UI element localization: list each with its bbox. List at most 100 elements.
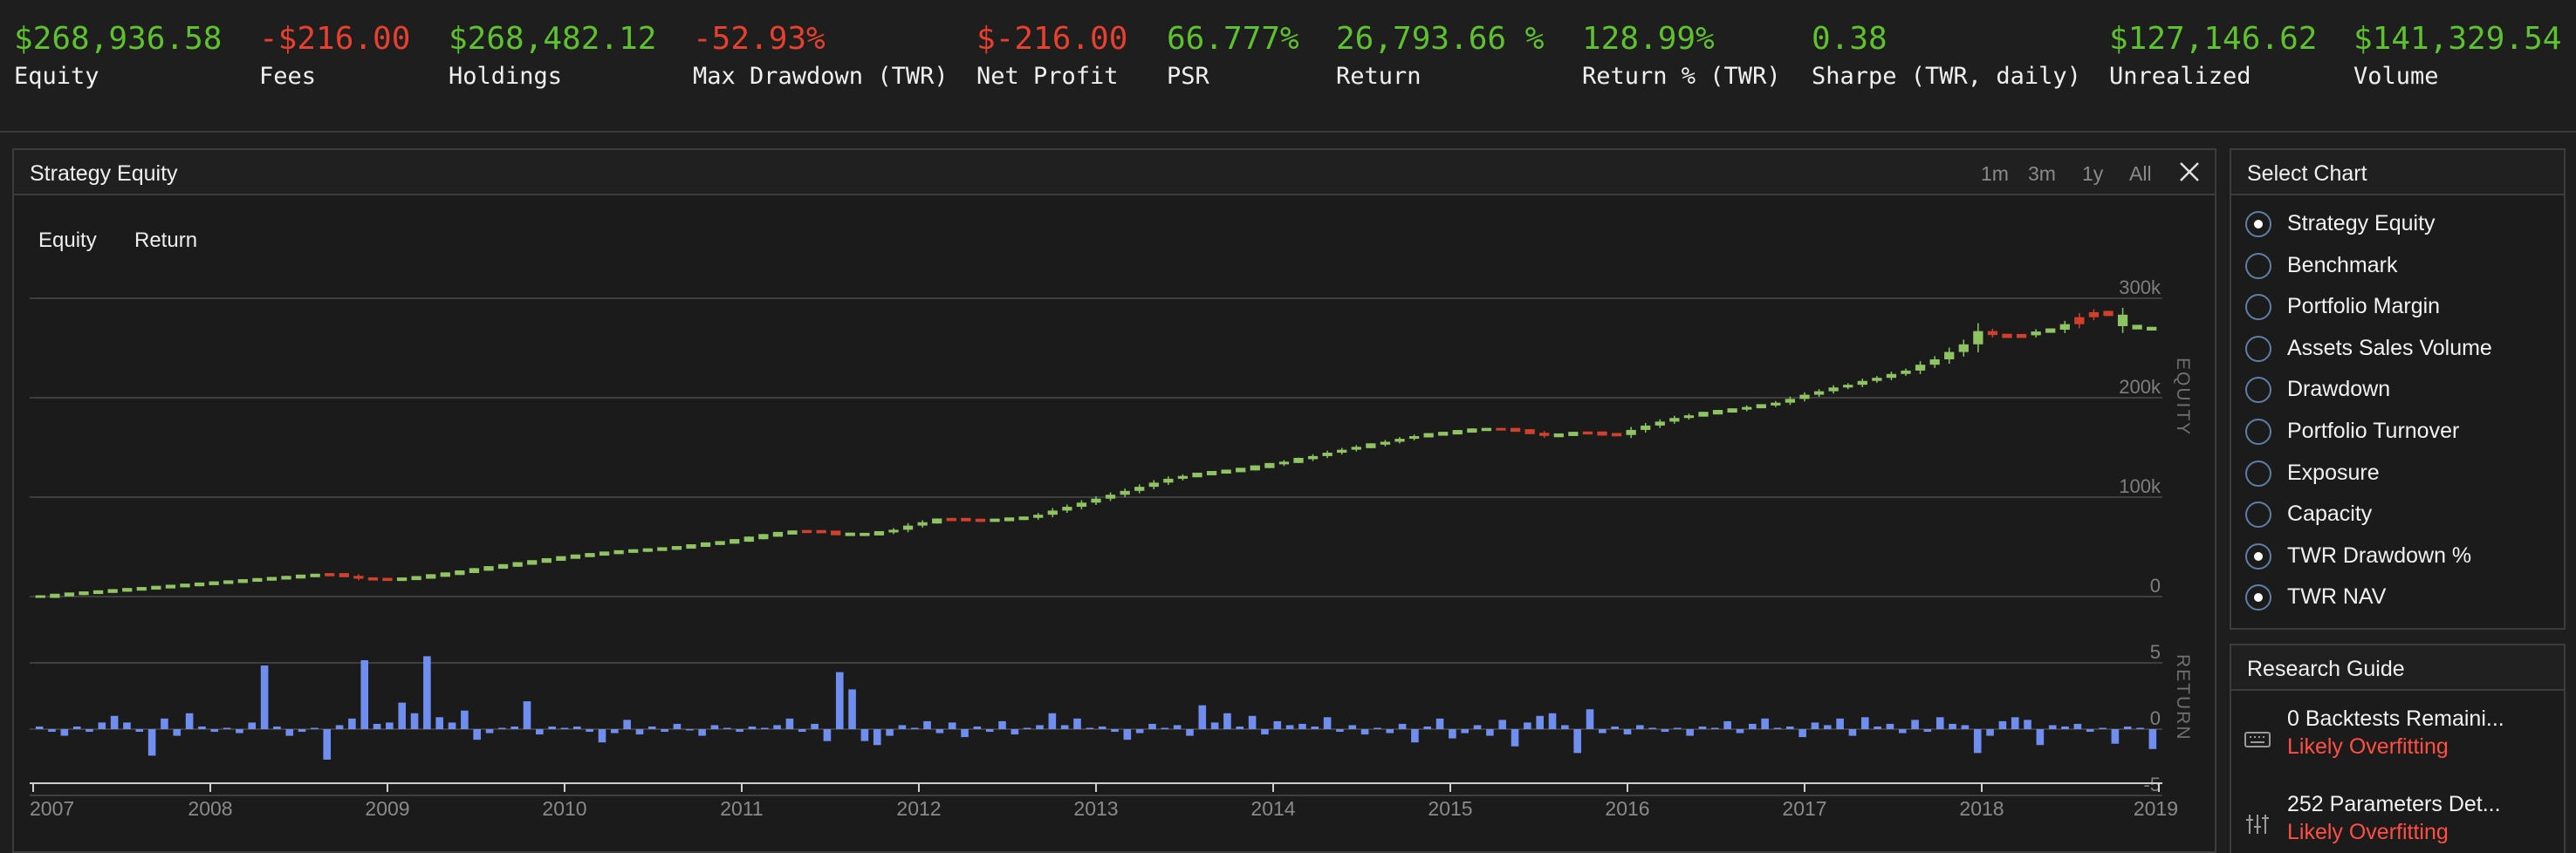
candle xyxy=(599,551,610,556)
radio-button[interactable] xyxy=(2245,377,2271,404)
stat-value: -52.93% xyxy=(693,21,826,57)
return-bar xyxy=(1449,729,1456,739)
return-bar xyxy=(1524,722,1531,729)
equity-axis-label: EQUITY xyxy=(2173,358,2193,436)
return-bar xyxy=(1210,722,1219,729)
radio-button[interactable] xyxy=(2245,211,2271,237)
radio-button[interactable] xyxy=(2245,543,2271,570)
legend-equity[interactable]: Equity xyxy=(38,229,97,252)
close-icon[interactable] xyxy=(2176,159,2203,185)
return-bar xyxy=(123,722,131,729)
return-bar xyxy=(1186,729,1194,736)
chart-option-twr-nav[interactable]: TWR NAV xyxy=(2231,576,2564,618)
range-all-button[interactable]: All xyxy=(2129,162,2152,185)
radio-button[interactable] xyxy=(2245,419,2271,445)
guide-item-backtests[interactable]: 0 Backtests Remaini... Likely Overfittin… xyxy=(2231,699,2564,778)
stat-equity: $268,936.58 Equity xyxy=(14,19,222,94)
chart-option-assets-sales-volume[interactable]: Assets Sales Volume xyxy=(2231,327,2564,369)
candle xyxy=(353,576,364,579)
radio-button[interactable] xyxy=(2245,584,2271,611)
candle xyxy=(2074,317,2085,324)
candle xyxy=(1973,331,1983,345)
candle xyxy=(1828,387,1839,392)
candle xyxy=(1683,415,1695,419)
radio-button[interactable] xyxy=(2245,294,2271,321)
candle xyxy=(628,549,639,553)
chart-option-twr-drawdown[interactable]: TWR Drawdown % xyxy=(2231,535,2564,577)
radio-button[interactable] xyxy=(2245,335,2271,362)
return-tick-label: -5 xyxy=(2143,774,2161,795)
return-bar xyxy=(1374,727,1381,729)
return-bar xyxy=(1236,726,1244,729)
candle xyxy=(367,577,379,581)
return-bar xyxy=(360,659,369,729)
chart-option-label: Benchmark xyxy=(2287,252,2398,277)
candle xyxy=(1524,429,1535,434)
return-tick-label: 0 xyxy=(2150,707,2161,729)
return-bar xyxy=(560,727,569,729)
return-bar xyxy=(1161,727,1169,729)
candle xyxy=(1987,331,1998,336)
candle xyxy=(1901,370,1911,374)
equity-return-chart: 0 100k 200k 300k EQUITY 5 0 -5 RETURN 2007 2008 200… xyxy=(30,276,2193,820)
return-bar xyxy=(2011,717,2019,729)
candle xyxy=(2031,331,2041,336)
return-bar xyxy=(860,729,869,741)
candle xyxy=(165,584,176,589)
chart-option-label: TWR Drawdown % xyxy=(2287,543,2472,568)
guide-item-parameters[interactable]: 252 Parameters Det... Likely Overfitting xyxy=(2231,785,2564,853)
return-bar xyxy=(1248,715,1257,729)
guide-item-title: 252 Parameters Det... xyxy=(2287,792,2501,816)
return-bar xyxy=(973,726,982,729)
return-axis-label: RETURN xyxy=(2173,654,2193,741)
stat-label: Volume xyxy=(2353,63,2439,90)
chart-option-benchmark[interactable]: Benchmark xyxy=(2231,244,2564,286)
range-1y-button[interactable]: 1y xyxy=(2082,162,2104,185)
candle xyxy=(2117,314,2128,326)
range-3m-button[interactable]: 3m xyxy=(2028,162,2056,185)
candle xyxy=(1712,410,1723,415)
stat-value: $-216.00 xyxy=(976,21,1128,57)
candle xyxy=(1799,394,1810,399)
return-bar xyxy=(1761,718,1769,729)
radio-button[interactable] xyxy=(2245,252,2271,279)
return-bar xyxy=(298,729,306,733)
return-bar xyxy=(1048,713,1057,729)
stat-volume: $141,329.54 Volume xyxy=(2353,19,2561,94)
return-bar xyxy=(1398,723,1407,729)
return-bar xyxy=(98,722,106,729)
year-tick-label: 2015 xyxy=(1428,797,1472,820)
return-bar xyxy=(1135,729,1144,734)
chart-option-exposure[interactable]: Exposure xyxy=(2231,452,2564,494)
return-bar xyxy=(1949,723,1956,729)
candle xyxy=(2088,311,2100,317)
return-bar xyxy=(1086,727,1094,729)
return-bar xyxy=(2148,729,2157,749)
chart-option-strategy-equity[interactable]: Strategy Equity xyxy=(2231,202,2564,244)
candle xyxy=(1278,461,1290,465)
return-bar xyxy=(2073,723,2082,729)
chart-option-portfolio-turnover[interactable]: Portfolio Turnover xyxy=(2231,410,2564,452)
candle xyxy=(1582,431,1593,435)
candle xyxy=(426,574,436,579)
return-bar xyxy=(848,689,856,729)
keyboard-icon xyxy=(2242,726,2273,752)
candle xyxy=(136,587,147,591)
return-bar xyxy=(685,729,694,731)
return-bar xyxy=(473,729,481,740)
return-bar xyxy=(1435,718,1444,729)
candle xyxy=(1091,498,1101,503)
stat-unrealized: $127,146.62 Unrealized xyxy=(2109,19,2317,94)
candle xyxy=(1813,391,1825,395)
chart-option-drawdown[interactable]: Drawdown xyxy=(2231,368,2564,410)
radio-button[interactable] xyxy=(2245,460,2271,487)
candle xyxy=(1004,517,1015,522)
radio-button[interactable] xyxy=(2245,502,2271,529)
chart-option-capacity[interactable]: Capacity xyxy=(2231,493,2564,535)
candle xyxy=(107,589,118,593)
range-1m-button[interactable]: 1m xyxy=(1981,162,2009,185)
chart-option-portfolio-margin[interactable]: Portfolio Margin xyxy=(2231,285,2564,327)
legend-return[interactable]: Return xyxy=(134,229,198,252)
candle xyxy=(1120,490,1130,495)
return-bar xyxy=(648,726,656,729)
